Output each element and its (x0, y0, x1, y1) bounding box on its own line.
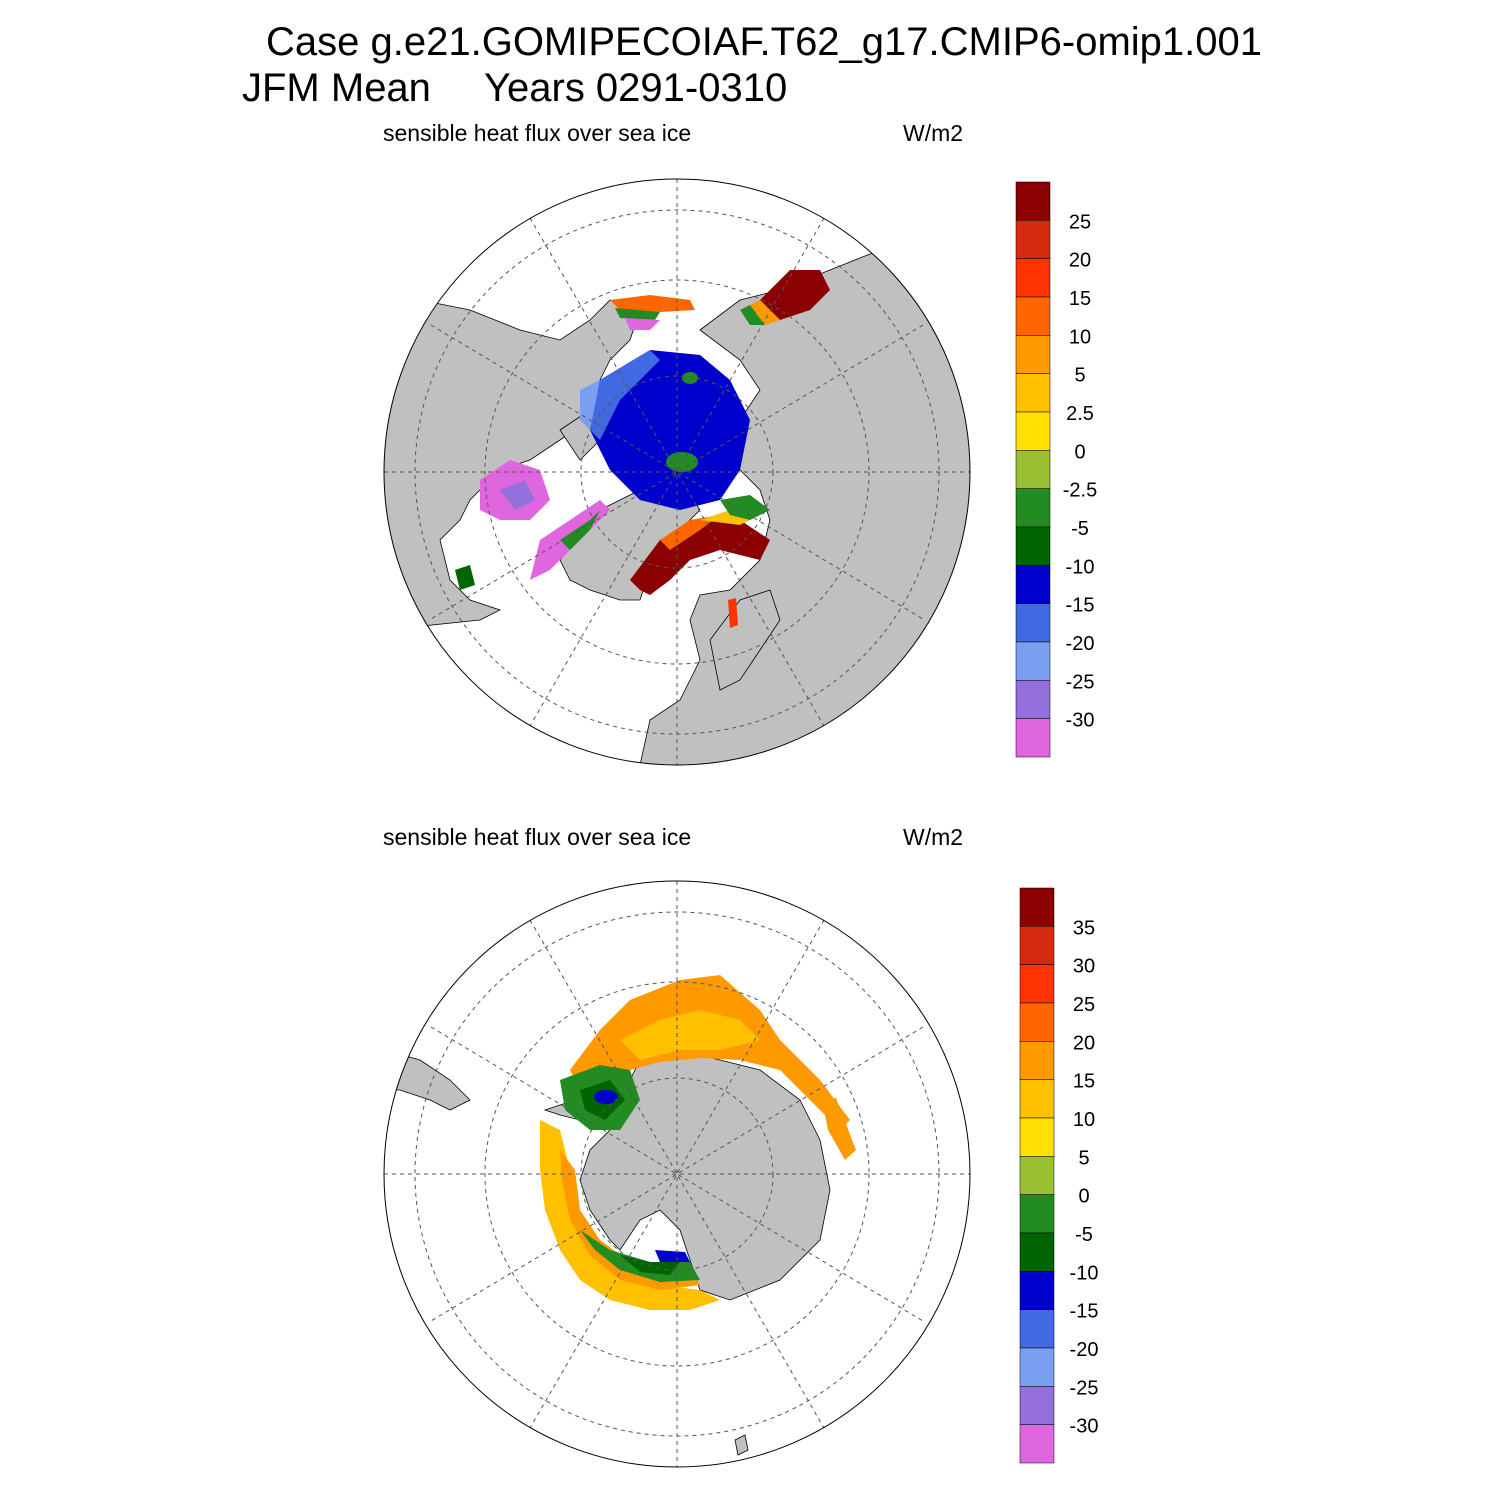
nh-colorbar: 25 20 15 10 5 2.5 0 -2.5 -5 -10 -15 -20 -25 -30 (1015, 181, 1097, 758)
nh-colorbar-label: -15 (1066, 595, 1095, 617)
season-label: JFM Mean (242, 66, 431, 110)
nh-colorbar-label: -25 (1066, 671, 1095, 693)
nh-colorbar-label: 5 (1074, 365, 1085, 387)
sh-colorbar-box (1019, 1309, 1055, 1349)
sh-colorbar-label: 0 (1078, 1186, 1089, 1208)
nh-map-border (383, 178, 971, 766)
nh-colorbar-box (1015, 181, 1051, 221)
years-label: Years 0291-0310 (484, 66, 788, 110)
nh-colorbar-box (1015, 526, 1051, 566)
nh-colorbar-label: -30 (1066, 710, 1095, 732)
sh-graticule (384, 881, 970, 1467)
sh-colorbar-box (1019, 1386, 1055, 1425)
nh-colorbar-box (1015, 220, 1051, 259)
nh-colorbar-box (1015, 258, 1051, 298)
sh-colorbar-box (1019, 1424, 1055, 1464)
nh-colorbar-label: 15 (1069, 288, 1091, 310)
nh-colorbar-box (1015, 488, 1051, 528)
sh-colorbar-label: 10 (1073, 1109, 1095, 1131)
sh-variable-label: sensible heat flux over sea ice (383, 824, 692, 850)
sh-colorbar-label: -5 (1075, 1224, 1093, 1246)
nh-colorbar-label: -2.5 (1063, 480, 1097, 502)
sh-colorbar-label: -30 (1070, 1416, 1099, 1438)
sh-colorbar-box (1019, 1117, 1055, 1157)
nh-colorbar-label: 0 (1074, 441, 1085, 463)
nh-colorbar-box (1015, 373, 1051, 413)
sh-colorbar-label: 25 (1073, 994, 1095, 1016)
sh-colorbar-label: 30 (1073, 956, 1095, 978)
sh-colorbar-box (1019, 964, 1055, 1004)
sh-colorbar: 35 30 25 20 15 10 5 0 -5 -10 -15 -20 -25 -30 (1019, 887, 1099, 1464)
nh-colorbar-label: 10 (1069, 326, 1091, 348)
sh-colorbar-box (1019, 1002, 1055, 1042)
sh-colorbar-label: -15 (1070, 1301, 1099, 1323)
sh-flux-field (540, 975, 856, 1310)
sh-colorbar-box (1019, 1271, 1055, 1310)
sh-colorbar-box (1019, 887, 1055, 927)
nh-colorbar-box (1015, 680, 1051, 719)
sh-colorbar-box (1019, 1156, 1055, 1195)
nh-colorbar-box (1015, 641, 1051, 681)
nh-colorbar-label: 2.5 (1066, 403, 1094, 425)
nh-graticule (384, 179, 970, 765)
nh-flux-field (455, 270, 830, 628)
sh-map-border (383, 880, 971, 1468)
sh-colorbar-label: 15 (1073, 1071, 1095, 1093)
nh-colorbar-box (1015, 603, 1051, 643)
sh-colorbar-label: 20 (1073, 1032, 1095, 1054)
sh-units-label: W/m2 (903, 824, 964, 850)
sh-colorbar-box (1019, 1041, 1055, 1080)
nh-colorbar-box (1015, 411, 1051, 451)
sh-colorbar-box (1019, 1194, 1055, 1234)
nh-colorbar-box (1015, 718, 1051, 758)
nh-units-label: W/m2 (903, 120, 964, 146)
sh-colorbar-box (1019, 926, 1055, 965)
sh-colorbar-box (1019, 1079, 1055, 1119)
nh-colorbar-label: -20 (1066, 633, 1095, 655)
sh-colorbar-box (1019, 1347, 1055, 1387)
nh-colorbar-label: -5 (1071, 518, 1089, 540)
nh-colorbar-box (1015, 296, 1051, 336)
sh-colorbar-label: -10 (1070, 1262, 1099, 1284)
nh-colorbar-box (1015, 450, 1051, 489)
nh-colorbar-label: 20 (1069, 250, 1091, 272)
sh-colorbar-label: -20 (1070, 1339, 1099, 1361)
sh-colorbar-label: 35 (1073, 917, 1095, 939)
nh-colorbar-box (1015, 335, 1051, 374)
sh-colorbar-box (1019, 1232, 1055, 1272)
sh-colorbar-label: 5 (1078, 1147, 1089, 1169)
sh-colorbar-label: -25 (1070, 1377, 1099, 1399)
nh-colorbar-box (1015, 565, 1051, 604)
nh-variable-label: sensible heat flux over sea ice (383, 120, 692, 146)
nh-colorbar-label: -10 (1066, 556, 1095, 578)
case-title: Case g.e21.GOMIPECOIAF.T62_g17.CMIP6-omi… (266, 20, 1263, 64)
nh-colorbar-label: 25 (1069, 211, 1091, 233)
